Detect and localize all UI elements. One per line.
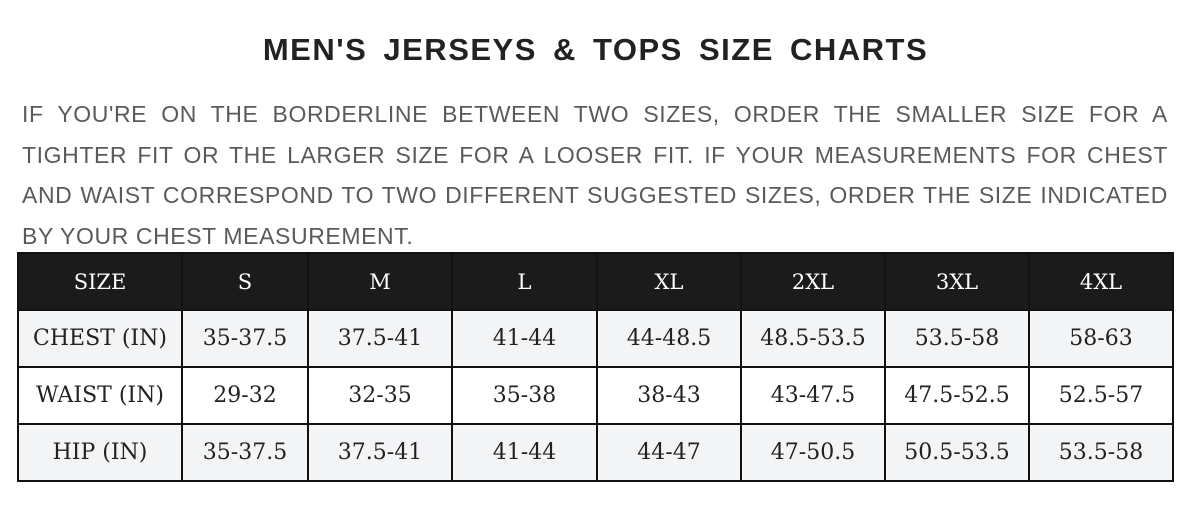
- table-cell: 44-48.5: [596, 309, 742, 368]
- table-cell: XL: [596, 252, 742, 311]
- table-header-row: SIZE S M L XL 2XL 3XL 4XL: [17, 252, 1174, 311]
- table-row: HIP (IN) 35-37.5 37.5-41 41-44 44-47 47-50.5 5…: [17, 423, 1174, 482]
- table-cell: 4XL: [1028, 252, 1174, 311]
- row-label: HIP (IN): [17, 423, 183, 482]
- table-cell: 48.5-53.5: [740, 309, 886, 368]
- table-cell: 41-44: [451, 423, 598, 482]
- size-chart-table: SIZE S M L XL 2XL 3XL 4XL CHEST (IN) 35-37.5 37.5-…: [17, 252, 1174, 482]
- table-cell: 41-44: [451, 309, 598, 368]
- table-cell: 58-63: [1028, 309, 1174, 368]
- table-cell: 35-38: [451, 366, 598, 425]
- table-cell: 29-32: [181, 366, 309, 425]
- table-row: CHEST (IN) 35-37.5 37.5-41 41-44 44-48.5 48.5…: [17, 309, 1174, 368]
- table-cell: 37.5-41: [307, 309, 453, 368]
- table-cell: M: [307, 252, 453, 311]
- table-cell: 38-43: [596, 366, 742, 425]
- table-cell: 50.5-53.5: [884, 423, 1030, 482]
- table-cell: 37.5-41: [307, 423, 453, 482]
- table-cell: 2XL: [740, 252, 886, 311]
- table-cell: S: [181, 252, 309, 311]
- table-cell: 35-37.5: [181, 423, 309, 482]
- table-row: WAIST (IN) 29-32 32-35 35-38 38-43 43-47.5 47.…: [17, 366, 1174, 425]
- row-label: SIZE: [17, 252, 183, 311]
- table-cell: 53.5-58: [1028, 423, 1174, 482]
- table-cell: 35-37.5: [181, 309, 309, 368]
- table-cell: 52.5-57: [1028, 366, 1174, 425]
- table-cell: 3XL: [884, 252, 1030, 311]
- page-title: MEN'S JERSEYS & TOPS SIZE CHARTS: [262, 32, 929, 67]
- table-cell: 47-50.5: [740, 423, 886, 482]
- table-cell: L: [451, 252, 598, 311]
- row-label: WAIST (IN): [17, 366, 183, 425]
- table-cell: 53.5-58: [884, 309, 1030, 368]
- table-cell: 47.5-52.5: [884, 366, 1030, 425]
- table-cell: 43-47.5: [740, 366, 886, 425]
- table-cell: 44-47: [596, 423, 742, 482]
- size-advice-note: IF YOU'RE ON THE BORDERLINE BETWEEN TWO …: [22, 101, 1168, 249]
- table-cell: 32-35: [307, 366, 453, 425]
- row-label: CHEST (IN): [17, 309, 183, 368]
